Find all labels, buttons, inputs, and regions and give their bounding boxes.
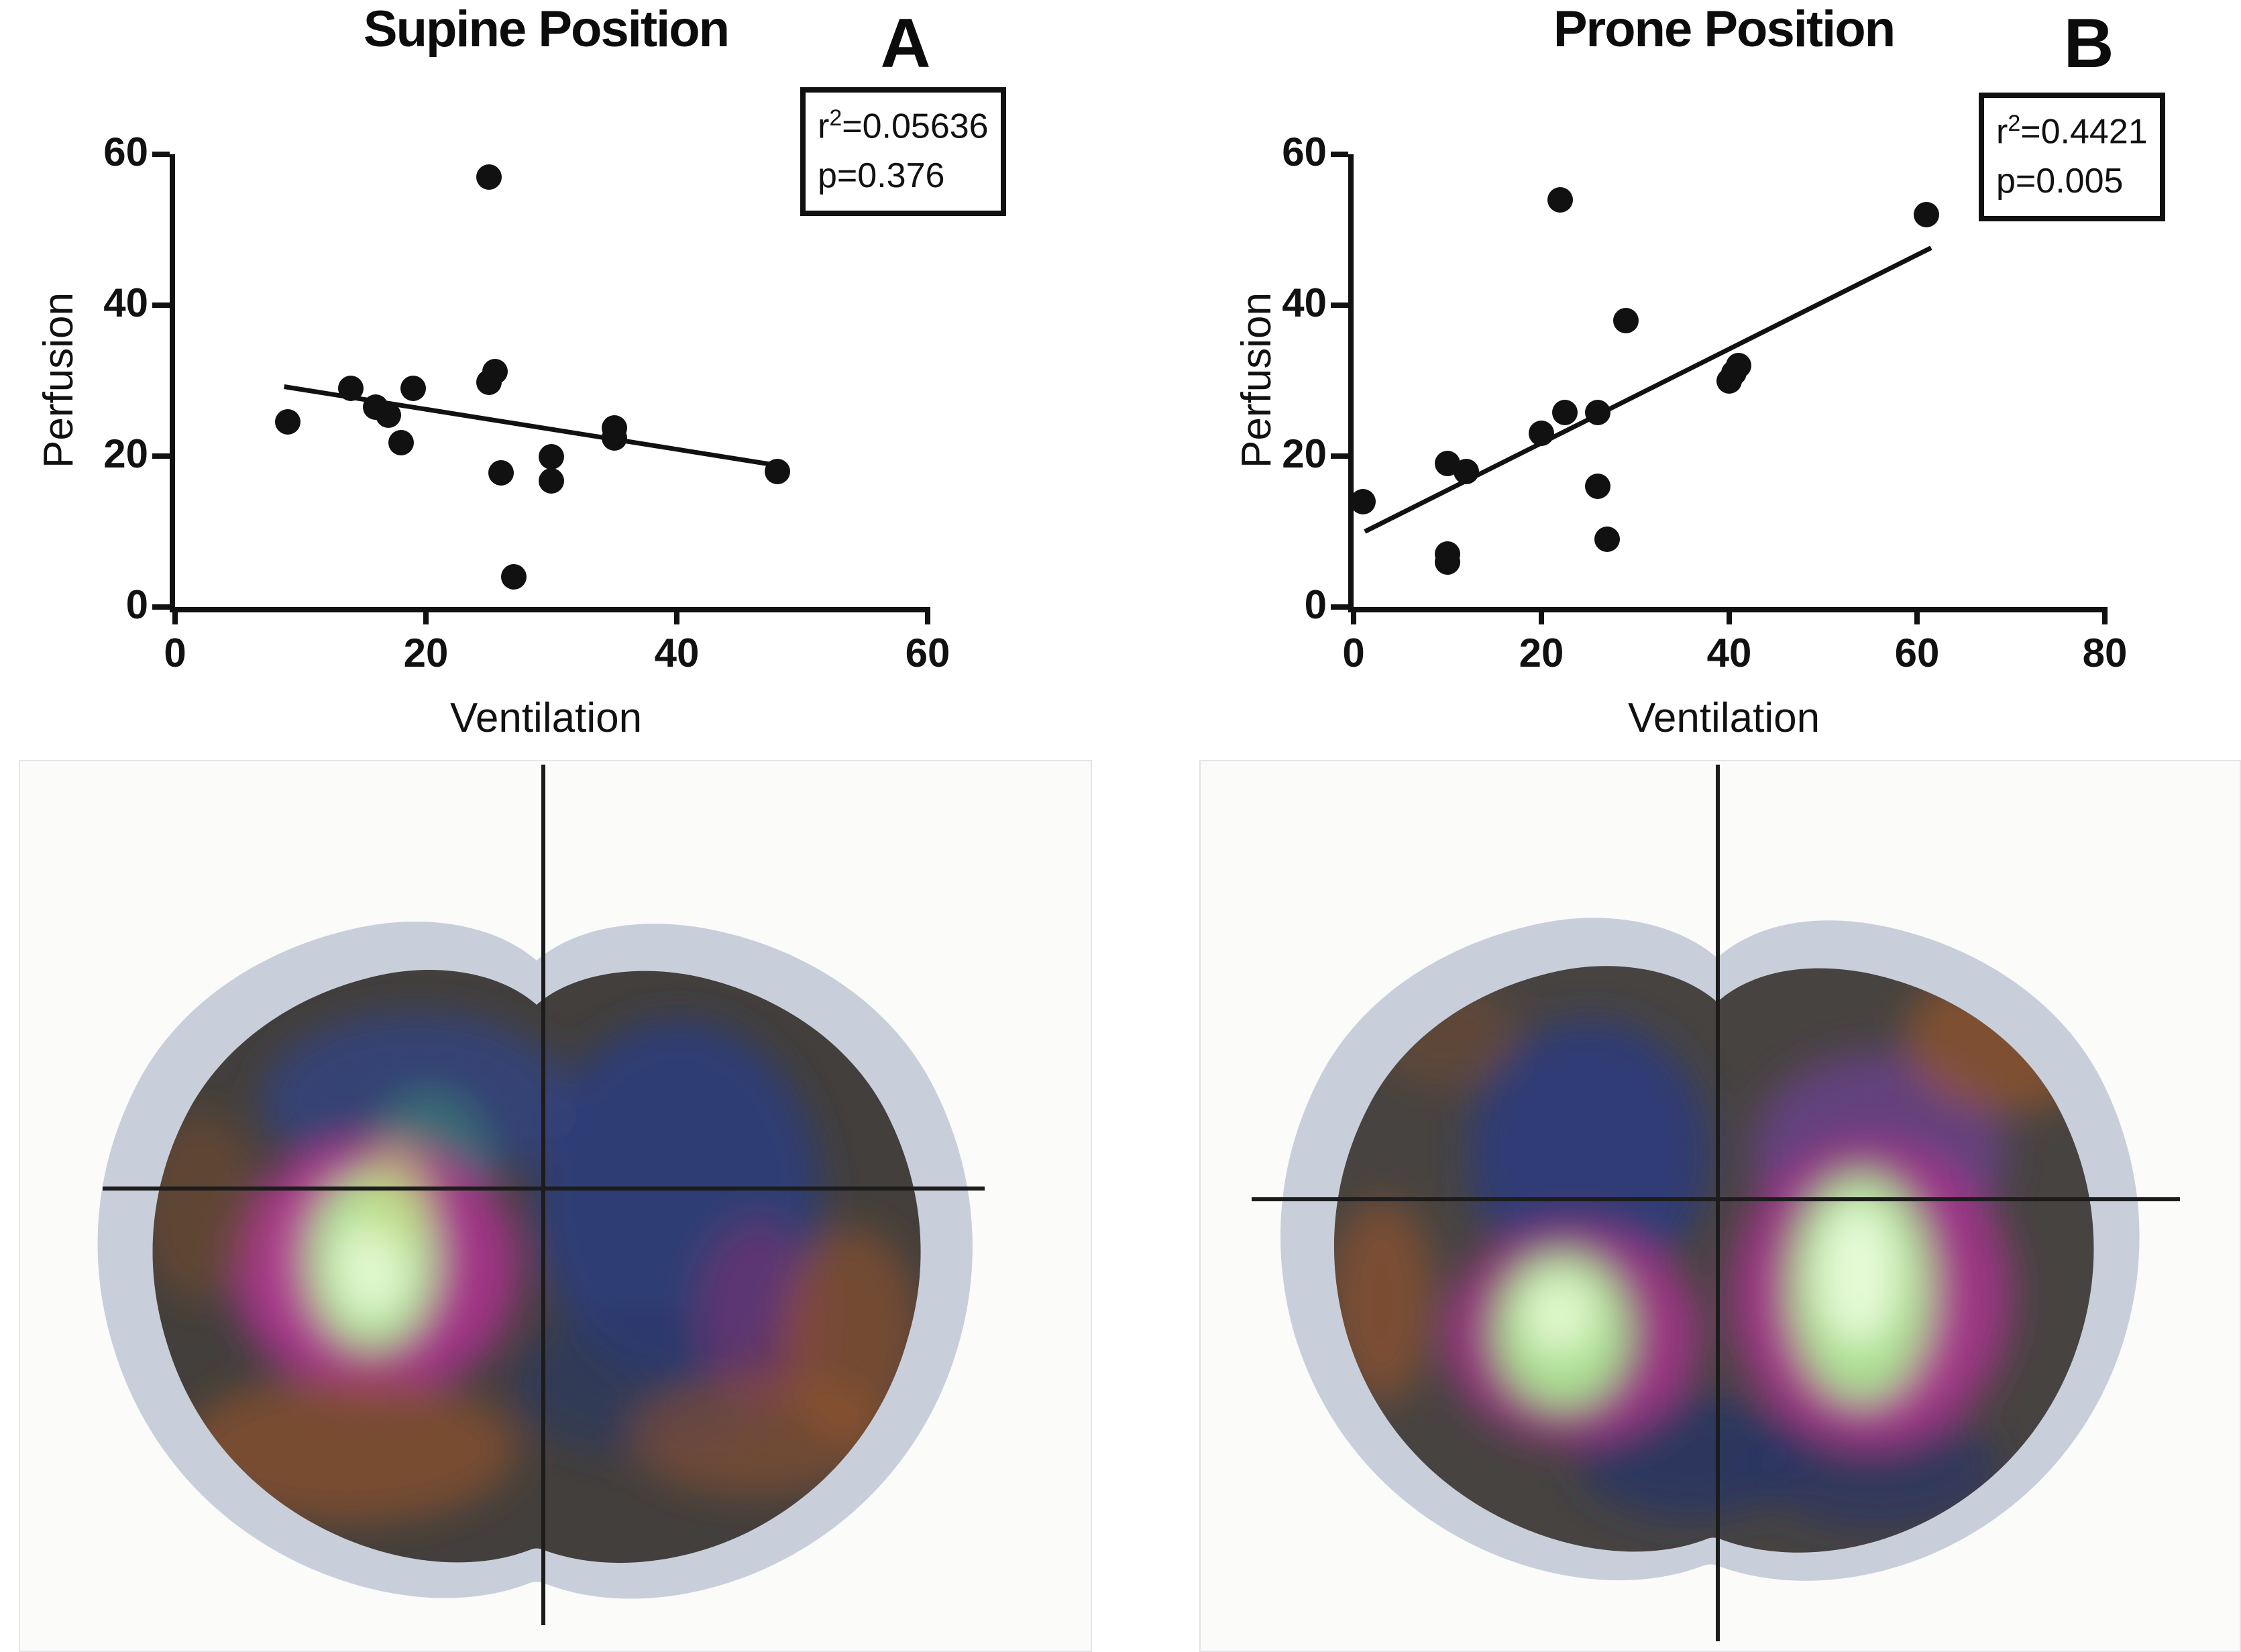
right-bottom-blue-region: [1757, 1409, 1999, 1529]
plot-a-r2: r2=0.05636: [818, 105, 989, 146]
plot-a-p: p=0.376: [818, 156, 945, 196]
prone-crosshair-vertical: [1716, 765, 1720, 1641]
scatter-point: [400, 375, 427, 401]
scatter-point: [1585, 474, 1610, 499]
x-axis-tick: [1914, 607, 1920, 624]
x-tick-label: 0: [1342, 630, 1365, 675]
left-lobe-blue-upper-region: [1469, 1020, 1710, 1288]
right-hotspot-core-region: [1818, 1204, 1898, 1345]
scatter-point: [539, 444, 564, 470]
x-axis-tick: [674, 607, 679, 624]
supine-crosshair-vertical: [541, 765, 545, 1625]
plot-b-p: p=0.005: [1996, 162, 2124, 201]
scatter-point: [1350, 488, 1376, 514]
plot-a-xlabel: Ventilation: [449, 695, 643, 741]
scatter-point: [1613, 307, 1639, 333]
plot-a-ylabel: Perfusion: [36, 292, 82, 469]
plot-b-title: Prone Position: [1553, 1, 1896, 58]
orange-bottom-left-region: [181, 1375, 516, 1523]
y-tick-label: 40: [1282, 280, 1327, 325]
y-tick-label: 20: [1282, 431, 1327, 476]
orange-left-edge-region: [1333, 1201, 1435, 1402]
y-tick-label: 0: [1304, 582, 1327, 627]
prone-crosshair-horizontal: [1252, 1197, 2180, 1201]
scatter-point: [482, 359, 508, 384]
scatter-point: [476, 164, 502, 190]
y-axis-tick: [1331, 604, 1348, 610]
orange-bottom-right-region: [631, 1375, 885, 1496]
scatter-point: [1435, 549, 1460, 575]
prone-eit-map: [1280, 918, 2140, 1581]
y-tick-label: 0: [125, 582, 148, 627]
scatter-point: [539, 468, 564, 494]
scatter-point: [1594, 526, 1620, 552]
plot-b-stats-box: r2=0.4421 p=0.005: [1979, 93, 2165, 221]
x-tick-label: 40: [654, 630, 700, 675]
x-axis-tick: [1539, 607, 1544, 624]
left-hotspot-core-region: [1523, 1274, 1596, 1355]
y-axis-tick: [152, 302, 170, 308]
x-axis-tick: [172, 607, 178, 624]
plot-a-stats-box: r2=0.05636 p=0.376: [800, 87, 1006, 216]
x-tick-label: 60: [1894, 630, 1940, 675]
x-tick-label: 20: [1519, 630, 1564, 675]
y-tick-label: 60: [1282, 129, 1327, 174]
x-axis-tick: [423, 607, 429, 624]
y-axis-tick: [1331, 302, 1348, 308]
y-tick-label: 20: [103, 431, 148, 476]
plot-b-xlabel: Ventilation: [1627, 695, 1820, 741]
x-tick-label: 40: [1706, 630, 1752, 675]
yellow-blend-region: [359, 1137, 433, 1251]
plot-a-area: 0 20 40 60 0 20 40 60: [103, 129, 950, 675]
x-tick-label: 80: [2082, 630, 2128, 675]
scatter-point: [1547, 186, 1573, 213]
x-tick-label: 0: [164, 630, 186, 675]
supine-eit-map: [97, 922, 973, 1599]
x-axis-tick: [2102, 607, 2108, 624]
supine-crosshair-horizontal: [103, 1187, 985, 1191]
scatter-point: [500, 564, 527, 590]
scatter-point: [275, 409, 301, 435]
y-axis-tick: [1331, 453, 1348, 459]
plot-b-ylabel: Perfusion: [1234, 292, 1280, 469]
y-axis-tick: [152, 604, 170, 610]
x-tick-label: 20: [403, 630, 449, 675]
plot-a-title: Supine Position: [363, 1, 730, 58]
regression-line: [1364, 245, 1932, 534]
plot-b-r2: r2=0.4421: [1996, 111, 2148, 152]
x-axis-tick: [925, 607, 930, 624]
x-tick-label: 60: [905, 630, 950, 675]
y-axis-tick: [152, 453, 170, 459]
scatter-point: [488, 459, 514, 486]
panel-a-letter: A: [880, 5, 931, 82]
x-axis-tick: [1351, 607, 1356, 624]
y-tick-label: 40: [103, 280, 148, 325]
scatter-point: [1726, 353, 1751, 378]
x-axis-tick: [1727, 607, 1732, 624]
scatter-point: [1914, 202, 1939, 227]
plot-b-area: 0 20 40 60 80 0 20 40 60: [1282, 129, 2127, 675]
panel-b-letter: B: [2063, 5, 2114, 82]
regression-line: [284, 384, 781, 469]
y-tick-label: 60: [103, 129, 148, 174]
scatter-point: [1552, 399, 1578, 425]
y-axis-tick: [152, 152, 170, 157]
y-axis-tick: [1331, 152, 1348, 157]
orange-left-edge-region: [152, 1113, 262, 1301]
scatter-point: [388, 429, 414, 455]
